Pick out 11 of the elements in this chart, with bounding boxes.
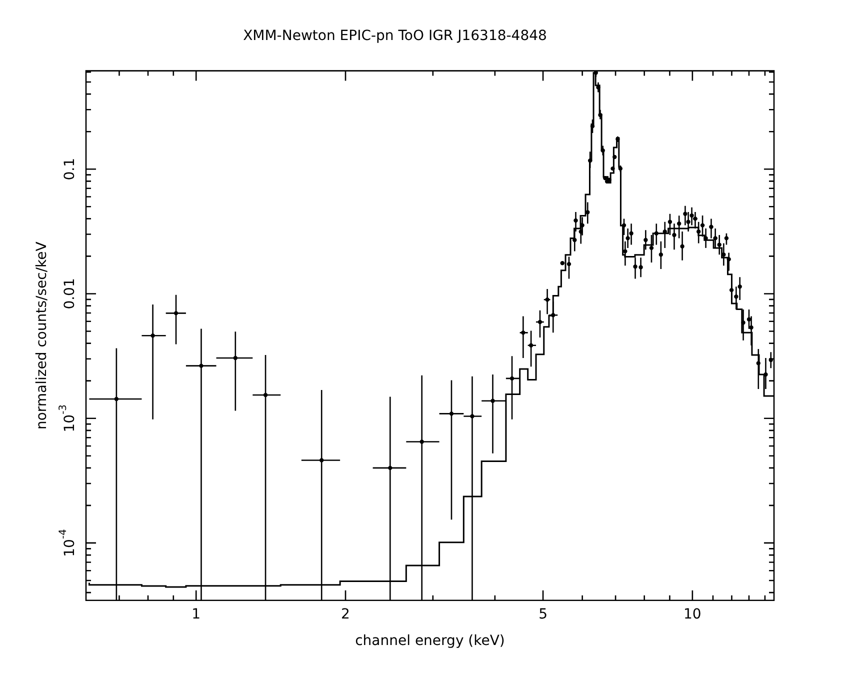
- y-tick-label: 0.1: [62, 158, 78, 180]
- y-tick-label: 10-4: [58, 529, 78, 557]
- y-tick-label: 0.01: [62, 278, 78, 310]
- x-axis-title: channel energy (keV): [355, 633, 505, 650]
- x-tick-label: 1: [192, 606, 201, 622]
- x-tick-label: 10: [684, 606, 702, 622]
- chart-title: XMM-Newton EPIC-pn ToO IGR J16318-4848: [243, 28, 547, 44]
- x-tick-label: 2: [341, 606, 350, 622]
- y-axis-title: normalized counts/sec/keV: [34, 241, 50, 430]
- x-tick-label: 5: [538, 606, 548, 622]
- y-tick-label: 10-3: [58, 404, 78, 432]
